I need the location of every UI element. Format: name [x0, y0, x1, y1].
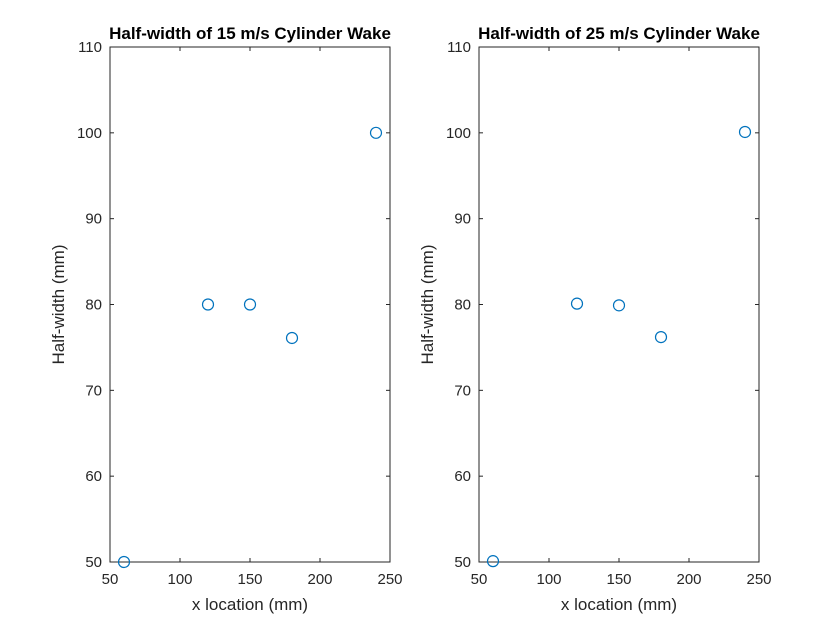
- y-tick-label: 90: [454, 211, 471, 228]
- x-tick-label: 50: [102, 571, 119, 588]
- tick-marks: [478, 46, 760, 563]
- y-tick-label: 80: [85, 297, 102, 314]
- chart-title: Half-width of 15 m/s Cylinder Wake: [109, 24, 391, 43]
- x-tick-label: 50: [471, 571, 488, 588]
- data-point: [570, 297, 584, 310]
- y-tick-label: 110: [78, 39, 102, 56]
- y-tick-labels: 50 60 70 80 90 100 110: [446, 39, 471, 571]
- x-tick-label: 250: [377, 571, 402, 588]
- y-axis-label: Half-width (mm): [418, 245, 437, 365]
- x-tick-label: 250: [746, 571, 771, 588]
- subplot-25ms: 50 100 150 200 250 50 60 70 80 90 100 110 Half-wid…: [418, 24, 772, 614]
- axes-box: [109, 46, 391, 563]
- data-point: [243, 298, 257, 311]
- data-point: [369, 126, 383, 139]
- x-tick-label: 100: [536, 571, 561, 588]
- chart-title: Half-width of 25 m/s Cylinder Wake: [478, 24, 760, 43]
- x-tick-label: 200: [307, 571, 332, 588]
- data-point: [486, 555, 500, 568]
- y-tick-labels: 50 60 70 80 90 100 110: [77, 39, 102, 571]
- y-tick-label: 50: [85, 554, 102, 571]
- x-tick-label: 150: [606, 571, 631, 588]
- y-tick-label: 80: [454, 297, 471, 314]
- x-tick-label: 100: [167, 571, 192, 588]
- y-tick-label: 60: [454, 468, 471, 485]
- data-point: [654, 331, 668, 344]
- x-tick-labels: 50 100 150 200 250: [102, 571, 403, 588]
- x-tick-label: 150: [237, 571, 262, 588]
- x-axis-label: x location (mm): [561, 595, 677, 614]
- subplot-15ms: 50 100 150 200 250 50 60 70 80 90 100 110 Half-wid…: [49, 24, 403, 614]
- y-tick-label: 50: [454, 554, 471, 571]
- y-tick-label: 90: [85, 211, 102, 228]
- y-tick-label: 70: [454, 382, 471, 399]
- data-point: [201, 298, 215, 311]
- y-tick-label: 100: [77, 125, 102, 142]
- y-tick-label: 60: [85, 468, 102, 485]
- data-point: [612, 299, 626, 312]
- data-points: [117, 126, 383, 569]
- data-point: [738, 125, 752, 139]
- data-point: [285, 331, 299, 345]
- y-tick-label: 100: [446, 125, 471, 142]
- y-tick-label: 70: [85, 382, 102, 399]
- data-points: [486, 125, 752, 568]
- x-axis-label: x location (mm): [192, 595, 308, 614]
- y-axis-label: Half-width (mm): [49, 245, 68, 365]
- x-tick-label: 200: [676, 571, 701, 588]
- y-tick-label: 110: [447, 39, 471, 56]
- x-tick-labels: 50 100 150 200 250: [471, 571, 772, 588]
- data-point: [117, 555, 131, 569]
- axes-box: [478, 46, 760, 563]
- tick-marks: [109, 46, 391, 563]
